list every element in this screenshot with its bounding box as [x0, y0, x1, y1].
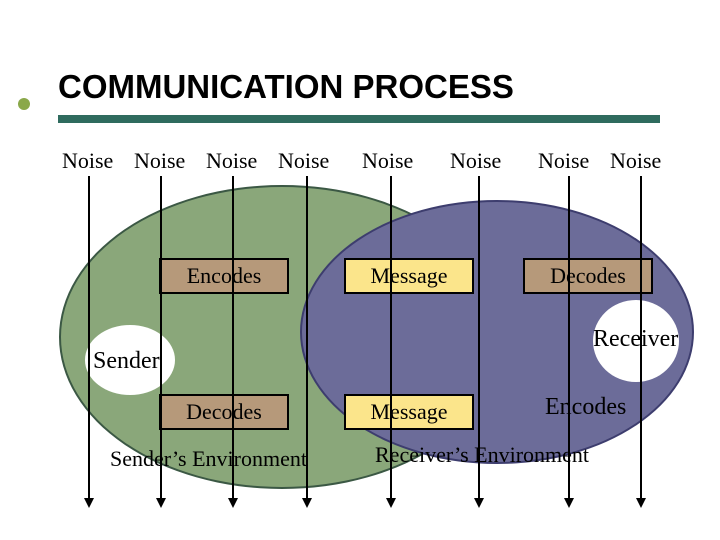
- noise-arrowhead-icon: [564, 498, 574, 508]
- decodes-bottom-box: Decodes: [159, 394, 289, 430]
- diagram-stage: COMMUNICATION PROCESS Encodes Message De…: [0, 0, 720, 540]
- noise-arrow-line: [478, 176, 480, 500]
- receiver-label: Receiver: [593, 326, 678, 353]
- page-title: COMMUNICATION PROCESS: [58, 68, 514, 106]
- noise-arrow-line: [232, 176, 234, 500]
- sender-label: Sender: [93, 348, 160, 375]
- message-top-box: Message: [344, 258, 474, 294]
- noise-arrow-line: [306, 176, 308, 500]
- noise-arrow-line: [640, 176, 642, 500]
- decodes-top-box: Decodes: [523, 258, 653, 294]
- noise-label: Noise: [62, 148, 113, 174]
- noise-arrow-line: [88, 176, 90, 500]
- message-bottom-box: Message: [344, 394, 474, 430]
- noise-label: Noise: [450, 148, 501, 174]
- noise-label: Noise: [206, 148, 257, 174]
- noise-arrowhead-icon: [228, 498, 238, 508]
- title-bullet-icon: [18, 98, 30, 110]
- noise-label: Noise: [278, 148, 329, 174]
- title-underline: [58, 115, 660, 123]
- sender-environment-label: Sender’s Environment: [110, 446, 307, 472]
- noise-label: Noise: [610, 148, 661, 174]
- noise-arrowhead-icon: [636, 498, 646, 508]
- noise-arrowhead-icon: [156, 498, 166, 508]
- noise-label: Noise: [362, 148, 413, 174]
- noise-arrow-line: [390, 176, 392, 500]
- encodes-top-box: Encodes: [159, 258, 289, 294]
- noise-arrowhead-icon: [386, 498, 396, 508]
- noise-arrowhead-icon: [84, 498, 94, 508]
- noise-label: Noise: [538, 148, 589, 174]
- noise-arrow-line: [160, 176, 162, 500]
- receiver-environment-label: Receiver’s Environment: [375, 442, 589, 468]
- noise-arrow-line: [568, 176, 570, 500]
- noise-arrowhead-icon: [302, 498, 312, 508]
- encodes-bottom-right-label: Encodes: [545, 394, 626, 421]
- noise-label: Noise: [134, 148, 185, 174]
- noise-arrowhead-icon: [474, 498, 484, 508]
